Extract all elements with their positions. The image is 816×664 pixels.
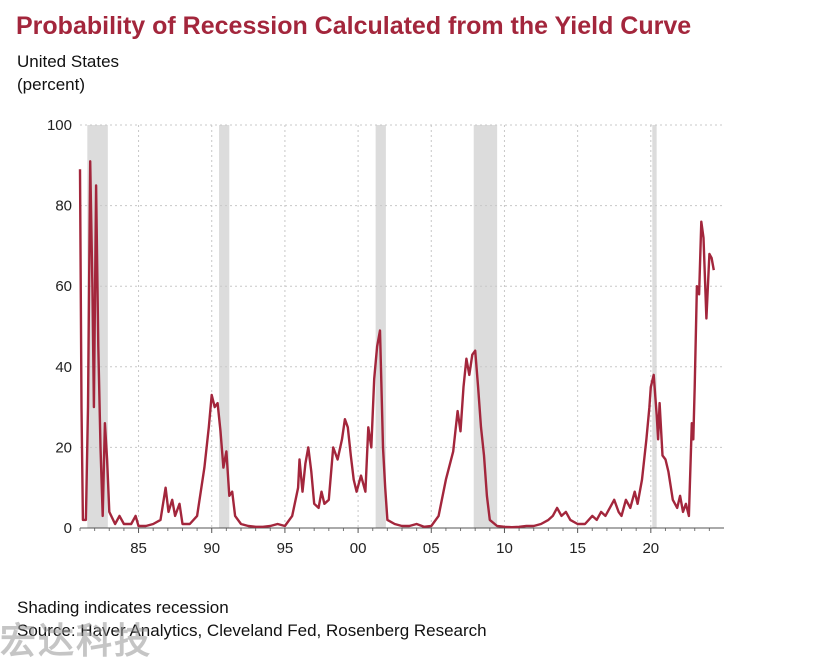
y-tick-label-40: 40 xyxy=(55,359,72,376)
chart-subtitle-unit: (percent) xyxy=(17,75,86,94)
y-tick-label-20: 20 xyxy=(55,439,72,456)
y-tick-label-60: 60 xyxy=(55,278,72,295)
footer-note: Shading indicates recession xyxy=(17,598,229,617)
y-tick-label-80: 80 xyxy=(55,198,72,215)
x-tick-label-20: 20 xyxy=(642,540,659,557)
watermark-logo: 宏达科技 xyxy=(0,621,153,662)
axes-group: 0 20 40 60 80 100 85 90 95 00 05 10 15 20 xyxy=(47,117,724,557)
x-tick-label-15: 15 xyxy=(569,540,586,557)
gridlines-group xyxy=(80,124,724,528)
series-group xyxy=(78,160,715,529)
recession-probability-chart: 0 20 40 60 80 100 85 90 95 00 05 10 15 20 xyxy=(47,117,724,557)
x-tick-label-95: 95 xyxy=(277,540,294,557)
x-tick-label-90: 90 xyxy=(203,540,220,557)
series-line-0 xyxy=(78,160,715,529)
x-tick-label-00: 00 xyxy=(350,540,367,557)
recession-shading-group xyxy=(87,125,657,528)
recession-band-1 xyxy=(219,125,230,528)
recession-band-3 xyxy=(473,125,498,528)
recession-band-4 xyxy=(652,125,657,528)
footer-source: Source: Haver Analytics, Cleveland Fed, … xyxy=(17,621,487,640)
x-tick-label-85: 85 xyxy=(130,540,147,557)
x-tick-label-10: 10 xyxy=(496,540,513,557)
y-tick-label-100: 100 xyxy=(47,117,72,134)
recession-band-2 xyxy=(375,125,386,528)
y-tick-label-0: 0 xyxy=(64,520,72,537)
chart-title: Probability of Recession Calculated from… xyxy=(16,12,692,40)
chart-subtitle-country: United States xyxy=(17,52,120,71)
x-tick-label-05: 05 xyxy=(423,540,440,557)
